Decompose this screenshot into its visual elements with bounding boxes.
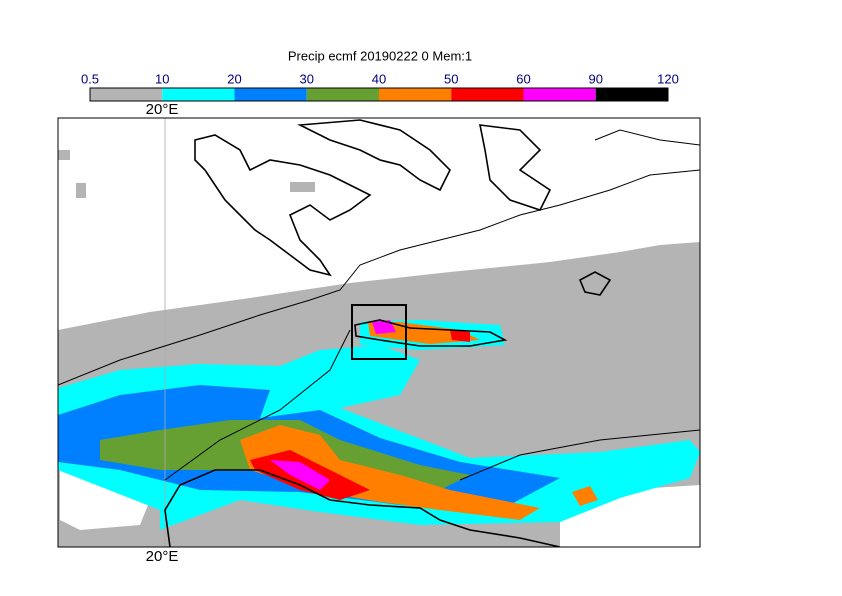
colorbar-segment <box>234 88 307 101</box>
coastline <box>164 469 561 547</box>
colorbar-tick-label: 60 <box>516 71 530 86</box>
precip-area <box>572 486 598 506</box>
precip-area <box>58 150 70 160</box>
colorbar-segment <box>379 88 452 101</box>
colorbar-tick-label: 50 <box>444 71 458 86</box>
precip-area <box>76 183 86 198</box>
precip-area <box>372 320 396 334</box>
colorbar-tick-label: 30 <box>300 71 314 86</box>
colorbar-frame <box>89 87 669 102</box>
precip-area <box>240 425 540 520</box>
coastline <box>594 129 700 146</box>
colorbar-tick-label: 10 <box>155 71 169 86</box>
boundary <box>58 169 700 386</box>
boundary <box>459 429 700 481</box>
coastline <box>578 271 612 296</box>
boundary <box>164 329 351 481</box>
colorbar-tick-label: 20 <box>227 71 241 86</box>
coastlines <box>58 118 700 547</box>
map: 20°E 20°E <box>57 101 701 565</box>
colorbar-segment <box>162 88 235 101</box>
colorbar-segment <box>595 88 668 101</box>
colorbar-tick-label: 120 <box>657 71 679 86</box>
coastline <box>354 319 508 347</box>
highlight-box <box>351 304 407 360</box>
map-frame <box>57 117 701 548</box>
colorbar-segment <box>523 88 596 101</box>
precip-area <box>290 182 315 192</box>
lon-label: 20°E <box>146 548 179 565</box>
colorbar-segment <box>451 88 524 101</box>
dry-area <box>60 470 150 530</box>
colorbar: 0.5 10 20 30 40 50 60 90 120 <box>81 71 679 102</box>
colorbar-segment <box>306 88 379 101</box>
coastline <box>478 124 552 211</box>
coastline <box>297 119 451 192</box>
colorbar-tick-label: 0.5 <box>81 71 99 86</box>
lon-label: 20°E <box>146 101 179 118</box>
colorbar-tick-label: 90 <box>589 71 603 86</box>
precip-area <box>270 460 330 490</box>
title: Precip ecmf 20190222 0 Mem:1 <box>288 48 472 63</box>
colorbar-tick-label: 40 <box>372 71 386 86</box>
colorbar-segment <box>90 88 163 101</box>
precip-area <box>450 330 470 342</box>
coastline <box>194 134 372 277</box>
